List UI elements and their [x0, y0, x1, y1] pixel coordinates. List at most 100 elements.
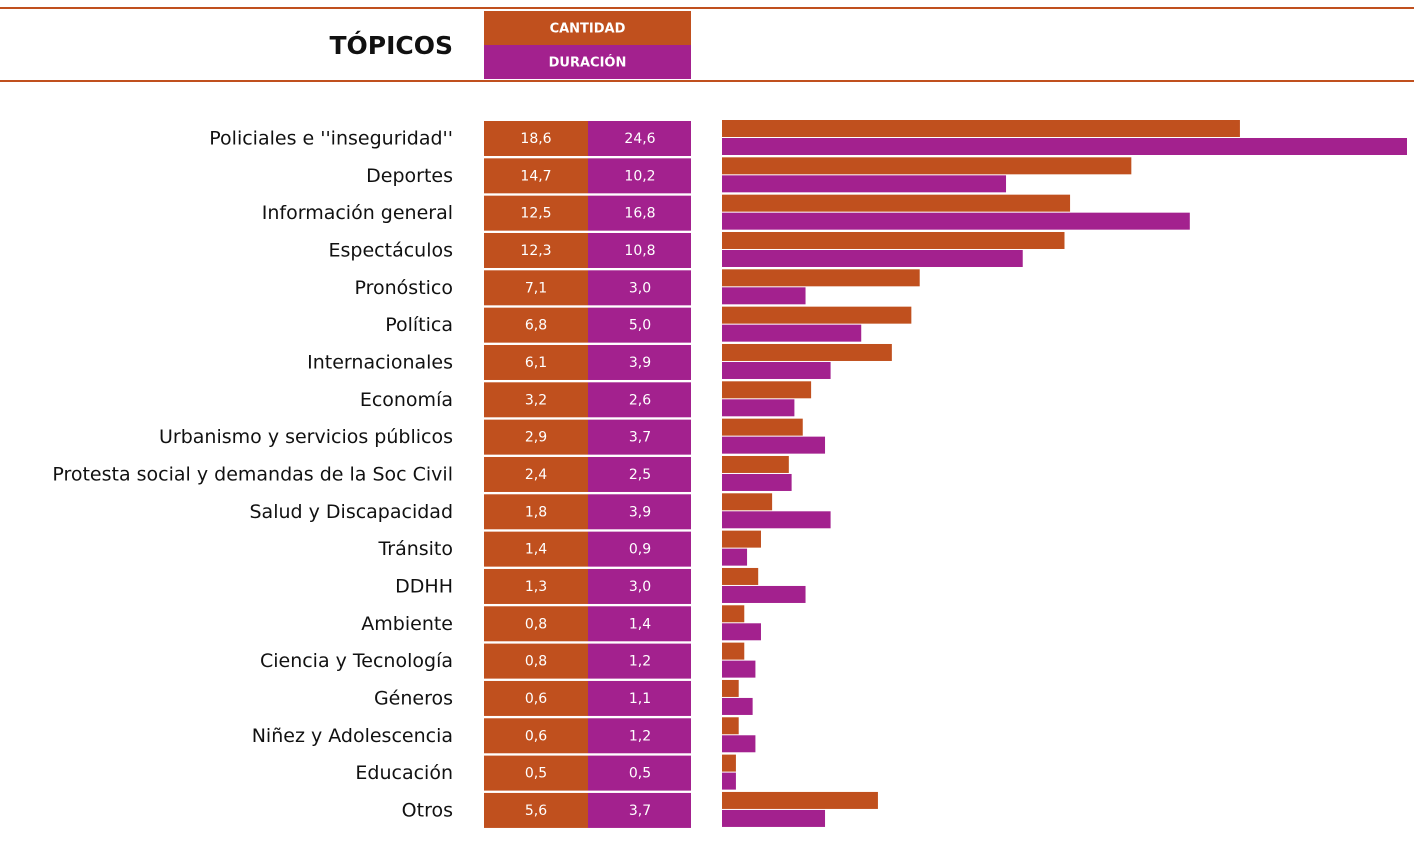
bar	[722, 567, 759, 585]
value-cell	[588, 158, 691, 194]
bar	[722, 324, 862, 342]
value-cell	[484, 195, 588, 231]
category-label: Deportes	[366, 165, 453, 187]
value-label: 1,2	[629, 654, 651, 670]
category-label: Pronóstico	[354, 277, 453, 299]
value-label: 0,5	[525, 766, 547, 782]
value-label: 1,2	[629, 728, 651, 744]
value-cell	[588, 755, 691, 791]
bar	[722, 717, 739, 735]
value-label: 10,8	[624, 243, 655, 259]
value-label: 0,6	[525, 728, 547, 744]
value-cell	[588, 718, 691, 754]
category-label: Educación	[355, 762, 453, 784]
bar	[722, 399, 795, 417]
bar	[722, 436, 826, 454]
value-label: 14,7	[520, 168, 551, 184]
bar	[722, 231, 1065, 249]
category-label: Espectáculos	[329, 239, 453, 261]
value-label: 3,2	[525, 392, 547, 408]
category-label: Información general	[262, 202, 453, 224]
value-cell	[588, 494, 691, 530]
value-label: 6,8	[525, 318, 547, 334]
value-cell	[484, 382, 588, 418]
category-label: Tránsito	[377, 538, 453, 560]
category-label: Ambiente	[361, 613, 453, 635]
value-label: 2,9	[525, 430, 547, 446]
bar	[722, 585, 806, 603]
value-label: 0,8	[525, 654, 547, 670]
value-label: 12,5	[520, 206, 551, 222]
bar	[722, 287, 806, 305]
value-label: 24,6	[624, 131, 655, 147]
category-label: Ciencia y Tecnología	[260, 650, 453, 672]
legend-swatch	[484, 45, 691, 79]
value-label: 0,5	[629, 766, 651, 782]
value-cell	[484, 643, 588, 679]
category-label: Salud y Discapacidad	[250, 501, 454, 523]
bar	[722, 361, 831, 379]
value-label: 3,7	[629, 803, 651, 819]
bar	[722, 772, 736, 790]
value-cell	[484, 568, 588, 604]
bar	[722, 754, 736, 772]
bar	[722, 157, 1132, 175]
value-cell	[588, 531, 691, 567]
value-label: 1,1	[629, 691, 651, 707]
value-label: 2,5	[629, 467, 651, 483]
value-cell	[484, 531, 588, 567]
value-cell	[588, 643, 691, 679]
bar	[722, 623, 761, 641]
bar	[722, 791, 878, 809]
bar	[722, 660, 756, 678]
category-label: Economía	[360, 389, 453, 411]
value-cell	[484, 680, 588, 716]
value-label: 1,3	[525, 579, 547, 595]
value-label: 3,0	[629, 280, 651, 296]
value-label: 5,6	[525, 803, 547, 819]
value-label: 18,6	[520, 131, 551, 147]
value-cell	[484, 755, 588, 791]
category-label: DDHH	[395, 575, 453, 597]
bar	[722, 343, 892, 361]
value-label: 3,9	[629, 355, 651, 371]
value-label: 0,9	[629, 542, 651, 558]
value-cell	[588, 307, 691, 343]
category-label: Policiales e ''inseguridad''	[209, 128, 453, 150]
value-cell	[484, 121, 588, 156]
bar	[722, 138, 1407, 155]
bar	[722, 269, 920, 287]
value-label: 1,4	[525, 542, 547, 558]
value-cell	[484, 792, 588, 828]
category-label: Internacionales	[307, 351, 453, 373]
value-cell	[588, 680, 691, 716]
value-cell	[588, 344, 691, 380]
category-label: Protesta social y demandas de la Soc Civ…	[52, 463, 453, 485]
value-cell	[484, 419, 588, 455]
category-label: Otros	[402, 799, 453, 821]
bar	[722, 548, 748, 566]
value-label: 1,8	[525, 504, 547, 520]
bar	[722, 605, 745, 623]
chart-title: TÓPICOS	[329, 30, 453, 60]
value-label: 2,6	[629, 392, 651, 408]
bar	[722, 306, 912, 324]
value-cell	[484, 344, 588, 380]
value-label: 10,2	[624, 168, 655, 184]
value-label: 3,7	[629, 430, 651, 446]
category-label: Géneros	[374, 687, 453, 709]
value-cell	[484, 718, 588, 754]
value-cell	[484, 270, 588, 306]
legend-label: DURACIÓN	[549, 55, 627, 71]
bar	[722, 735, 756, 753]
header-rule	[0, 7, 1414, 9]
value-label: 0,6	[525, 691, 547, 707]
value-cell	[484, 232, 588, 268]
value-cell	[484, 307, 588, 343]
value-cell	[484, 606, 588, 642]
bar	[722, 212, 1190, 230]
value-cell	[588, 270, 691, 306]
value-cell	[588, 121, 691, 156]
value-label: 5,0	[629, 318, 651, 334]
value-cell	[484, 456, 588, 492]
